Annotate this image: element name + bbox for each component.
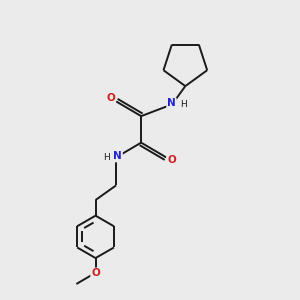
- Text: N: N: [167, 98, 176, 109]
- Text: O: O: [167, 155, 176, 165]
- Text: N: N: [113, 152, 122, 161]
- Text: O: O: [91, 268, 100, 278]
- Text: O: O: [106, 94, 115, 103]
- Text: H: H: [102, 153, 109, 162]
- Text: H: H: [103, 153, 110, 162]
- Text: H: H: [180, 100, 187, 109]
